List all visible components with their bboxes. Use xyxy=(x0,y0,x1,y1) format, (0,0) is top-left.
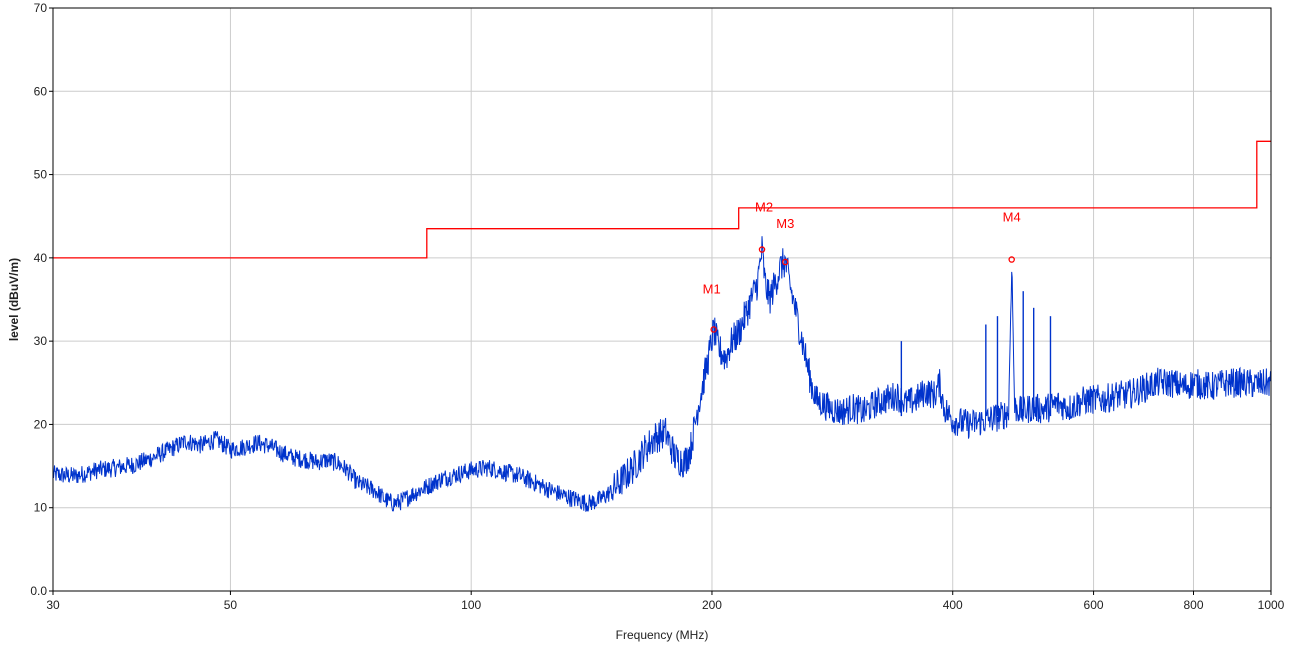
y-tick-label: 40 xyxy=(34,251,48,265)
x-tick-label: 100 xyxy=(461,598,481,612)
y-tick-label: 0.0 xyxy=(30,584,47,598)
x-tick-label: 600 xyxy=(1084,598,1104,612)
marker-m3-point xyxy=(782,258,789,266)
y-tick-label: 30 xyxy=(34,334,48,348)
y-tick-label: 60 xyxy=(34,84,48,98)
x-tick-label: 50 xyxy=(224,598,238,612)
measurement-trace xyxy=(52,236,1272,512)
marker-m4-point xyxy=(1008,256,1015,263)
limit-line xyxy=(53,140,1271,259)
y-axis-title: level (dBuV/m) xyxy=(7,258,21,341)
y-tick-label: 50 xyxy=(34,168,48,182)
marker-m1-point xyxy=(710,326,717,333)
y-tick-label: 70 xyxy=(34,1,48,15)
x-tick-label: 800 xyxy=(1183,598,1203,612)
x-tick-label: 200 xyxy=(702,598,722,612)
marker-m3-label: M3 xyxy=(776,216,794,231)
x-tick-label: 400 xyxy=(943,598,963,612)
marker-m2-point xyxy=(758,246,766,253)
y-tick-label: 20 xyxy=(34,417,48,431)
x-tick-label: 30 xyxy=(46,598,60,612)
plot-frame xyxy=(52,7,1272,592)
series-layer xyxy=(52,140,1272,512)
marker-m1-label: M1 xyxy=(703,281,721,296)
grid-lines xyxy=(52,7,1272,592)
marker-m2-label: M2 xyxy=(755,200,773,215)
y-tick-label: 10 xyxy=(34,501,48,515)
x-tick-label: 1000 xyxy=(1258,598,1285,612)
tick-labels: 30 50 100 200 400 600 800 1000 0.0 10 20 30 40 50 60 70 xyxy=(30,1,1284,612)
x-axis-title: Frequency (MHz) xyxy=(616,628,709,642)
marker-m4-label: M4 xyxy=(1003,210,1021,225)
